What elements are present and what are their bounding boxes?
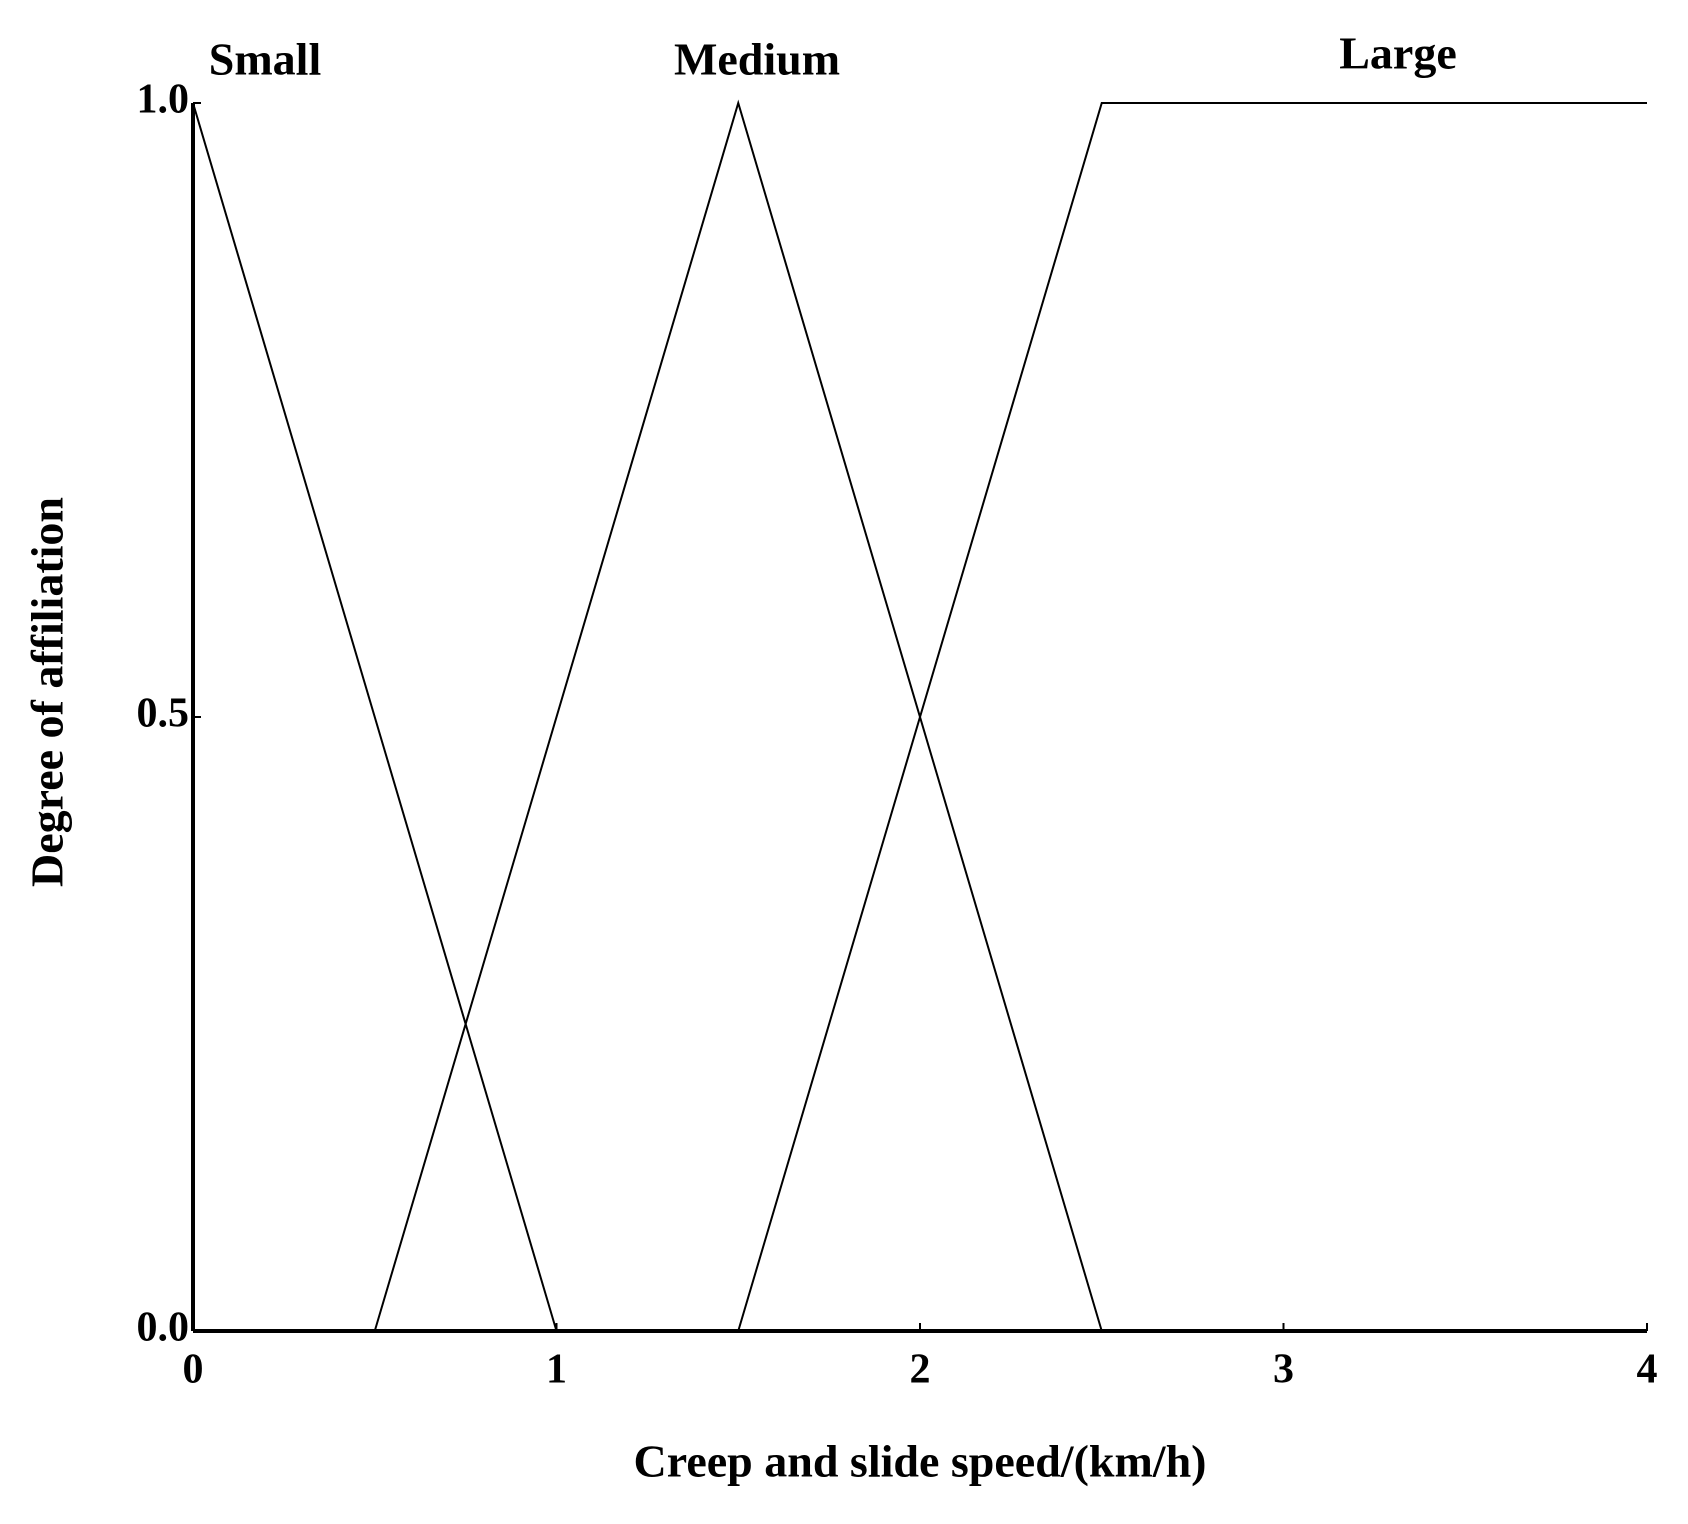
series-line xyxy=(737,102,1647,1332)
series-line xyxy=(192,102,558,1332)
y-tick-label: 0.0 xyxy=(137,1305,190,1351)
x-axis-label: Creep and slide speed/(km/h) xyxy=(634,1436,1207,1487)
x-tick-label: 2 xyxy=(910,1347,931,1393)
x-tick-label: 4 xyxy=(1637,1347,1658,1393)
series-line xyxy=(373,99,1103,1332)
x-tick-label: 3 xyxy=(1273,1347,1294,1393)
series-label: Small xyxy=(209,34,321,85)
x-tick-label: 0 xyxy=(183,1347,204,1393)
series-label: Large xyxy=(1339,28,1457,79)
x-tick-label: 1 xyxy=(546,1347,567,1393)
y-tick-label: 1.0 xyxy=(137,77,190,123)
y-tick-label: 0.5 xyxy=(137,691,190,737)
y-axis-label: Degree of affiliation xyxy=(22,497,73,887)
series-label: Medium xyxy=(674,34,840,85)
